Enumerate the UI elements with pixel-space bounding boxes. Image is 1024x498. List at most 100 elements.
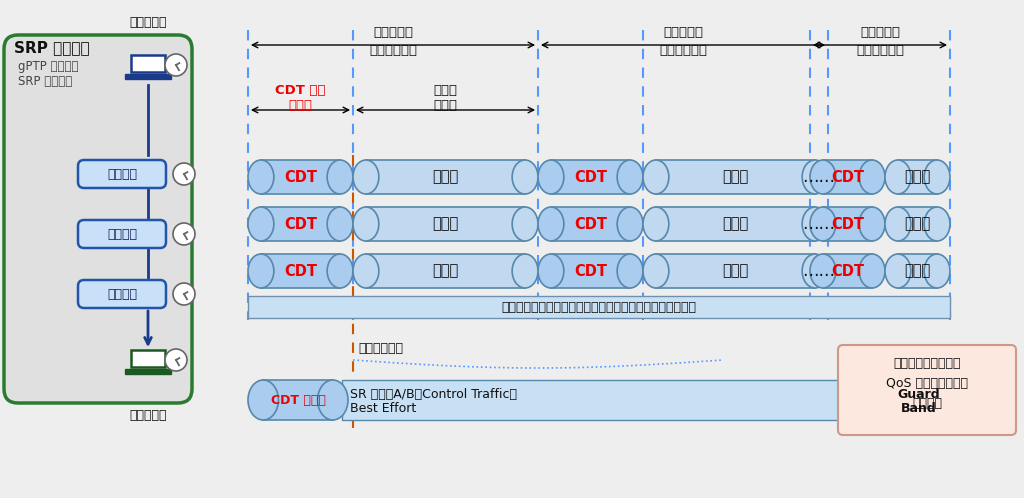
Bar — [656, 254, 815, 288]
Text: Best Effort: Best Effort — [350, 401, 416, 414]
Text: その他: その他 — [722, 169, 749, 184]
Bar — [656, 207, 815, 241]
Circle shape — [173, 163, 195, 185]
Bar — [551, 207, 630, 241]
Ellipse shape — [802, 207, 828, 241]
Text: 送信ノード: 送信ノード — [129, 15, 167, 28]
Text: その他: その他 — [904, 169, 931, 184]
Circle shape — [173, 223, 195, 245]
Text: CDT 専用: CDT 専用 — [275, 84, 326, 97]
Bar — [551, 254, 630, 288]
Ellipse shape — [924, 254, 950, 288]
Circle shape — [165, 54, 187, 76]
Ellipse shape — [248, 207, 273, 241]
Ellipse shape — [538, 254, 564, 288]
Ellipse shape — [802, 254, 828, 288]
Ellipse shape — [885, 207, 910, 241]
Ellipse shape — [810, 207, 836, 241]
Ellipse shape — [512, 160, 538, 194]
Bar — [261, 160, 340, 194]
Bar — [342, 380, 883, 420]
Bar — [898, 254, 937, 288]
Ellipse shape — [859, 160, 885, 194]
Ellipse shape — [248, 254, 273, 288]
Text: CDT: CDT — [574, 217, 607, 232]
Bar — [898, 160, 937, 194]
Text: その他: その他 — [433, 84, 458, 97]
Text: サイクル時間: サイクル時間 — [369, 43, 417, 56]
Ellipse shape — [885, 254, 910, 288]
Bar — [823, 254, 872, 288]
Ellipse shape — [810, 160, 836, 194]
Text: CDT: CDT — [831, 263, 864, 278]
Text: CDT クラス: CDT クラス — [270, 393, 326, 406]
Bar — [366, 160, 525, 194]
Text: その他: その他 — [904, 263, 931, 278]
Ellipse shape — [924, 207, 950, 241]
Text: その他: その他 — [432, 263, 459, 278]
Ellipse shape — [859, 207, 885, 241]
Text: サイクル１: サイクル１ — [373, 25, 413, 38]
Ellipse shape — [643, 160, 669, 194]
Text: その他: その他 — [432, 169, 459, 184]
Text: 時間帯: 時間帯 — [433, 99, 458, 112]
Text: CDT: CDT — [574, 263, 607, 278]
Text: CDT: CDT — [831, 217, 864, 232]
Bar — [823, 160, 872, 194]
Bar — [656, 160, 815, 194]
Ellipse shape — [859, 254, 885, 288]
Ellipse shape — [512, 207, 538, 241]
Text: スイッチ: スイッチ — [106, 167, 137, 180]
Ellipse shape — [810, 254, 836, 288]
Text: その他: その他 — [904, 217, 931, 232]
Text: サイクル時間: サイクル時間 — [659, 43, 707, 56]
Text: SRP クラウド: SRP クラウド — [14, 40, 90, 55]
Text: CDT: CDT — [574, 169, 607, 184]
Bar — [883, 380, 955, 420]
Bar — [898, 207, 937, 241]
Ellipse shape — [617, 254, 643, 288]
Ellipse shape — [317, 380, 348, 420]
Text: Guard: Guard — [898, 387, 940, 400]
Ellipse shape — [327, 207, 353, 241]
Ellipse shape — [327, 160, 353, 194]
Text: CDT: CDT — [284, 169, 317, 184]
FancyBboxPatch shape — [78, 280, 166, 308]
FancyBboxPatch shape — [78, 160, 166, 188]
Bar — [261, 254, 340, 288]
Text: その他時間帯: その他時間帯 — [358, 342, 403, 355]
Text: その他: その他 — [432, 217, 459, 232]
Bar — [125, 74, 171, 79]
Circle shape — [173, 283, 195, 305]
Bar — [366, 207, 525, 241]
Text: CDT: CDT — [284, 217, 317, 232]
Ellipse shape — [643, 207, 669, 241]
Bar — [823, 207, 872, 241]
Text: QoS を実現する必要: QoS を実現する必要 — [886, 376, 968, 389]
Ellipse shape — [248, 160, 273, 194]
Text: その他: その他 — [722, 263, 749, 278]
Text: Band: Band — [901, 401, 937, 414]
Ellipse shape — [353, 160, 379, 194]
Text: CDT: CDT — [284, 263, 317, 278]
Text: サイクル時間: サイクル時間 — [856, 43, 904, 56]
Text: 時刻同期がとれている領域は、同時に時間帯が切り替わる: 時刻同期がとれている領域は、同時に時間帯が切り替わる — [502, 300, 696, 314]
Bar — [125, 369, 171, 374]
Circle shape — [165, 349, 187, 371]
Ellipse shape — [512, 254, 538, 288]
FancyBboxPatch shape — [838, 345, 1016, 435]
Bar — [248, 296, 950, 318]
Bar — [261, 207, 340, 241]
Ellipse shape — [802, 160, 828, 194]
Text: その他: その他 — [722, 217, 749, 232]
Text: ……: …… — [803, 215, 836, 233]
Ellipse shape — [327, 254, 353, 288]
Text: CDT: CDT — [831, 169, 864, 184]
Text: SRP ドメイン: SRP ドメイン — [18, 75, 73, 88]
Ellipse shape — [885, 160, 910, 194]
Text: ……: …… — [803, 168, 836, 186]
Ellipse shape — [353, 254, 379, 288]
Text: スイッチ: スイッチ — [106, 228, 137, 241]
Bar — [131, 350, 165, 368]
Text: サイクル２: サイクル２ — [663, 25, 703, 38]
